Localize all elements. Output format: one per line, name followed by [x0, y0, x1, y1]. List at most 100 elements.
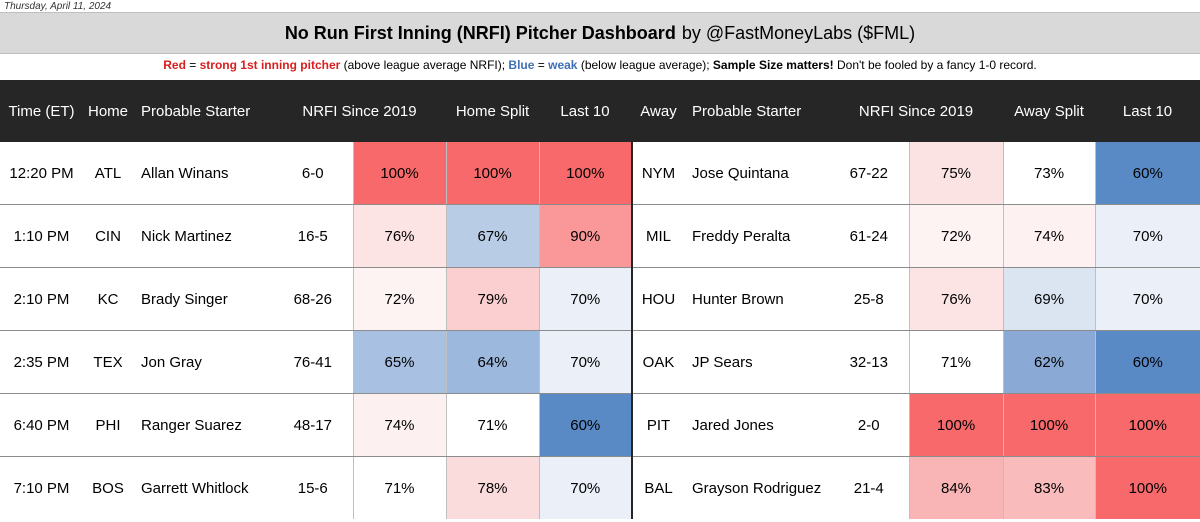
home-split-cell: 100%: [445, 142, 540, 205]
away-split-cell: 100%: [1002, 393, 1096, 457]
home-nrfi-cell: 74%: [352, 393, 447, 457]
home-starter-cell: Nick Martinez: [133, 204, 273, 268]
header-time: Time (ET): [0, 80, 83, 142]
away-nrfi-cell: 72%: [908, 204, 1004, 268]
legend-blue-text: weak: [548, 58, 578, 72]
home-nrfi-cell: 71%: [352, 456, 447, 519]
header-home: Home: [83, 80, 133, 142]
away-starter-cell: Grayson Rodriguez: [692, 479, 822, 497]
away-split-cell: 62%: [1002, 330, 1096, 394]
home-team-cell: PHI: [83, 393, 133, 457]
away-last10-cell: 100%: [1094, 393, 1200, 457]
legend-equals-blue: =: [537, 58, 545, 72]
away-team-cell: OAK: [632, 330, 685, 394]
away-record-cell: 2-0: [829, 393, 910, 457]
home-last10-cell: 100%: [538, 142, 634, 205]
home-last10-cell: 70%: [538, 267, 634, 331]
legend-tail: Don't be fooled by a fancy 1-0 record.: [836, 58, 1037, 72]
pitcher-table: Time (ET) Home Probable Starter NRFI Sin…: [0, 80, 1200, 519]
header-away-starter: Probable Starter: [684, 80, 830, 142]
home-split-cell: 64%: [445, 330, 540, 394]
dashboard-title: No Run First Inning (NRFI) Pitcher Dashb…: [284, 22, 676, 43]
legend-sample-note: Sample Size matters!: [712, 58, 834, 72]
home-last10-cell: 60%: [538, 393, 634, 457]
legend-blue-word: Blue: [508, 58, 535, 72]
away-nrfi-cell: 100%: [908, 393, 1004, 457]
legend-blue-paren: (below league average);: [580, 58, 710, 72]
away-record-cell: 67-22: [829, 142, 910, 205]
header-away-last10: Last 10: [1095, 80, 1200, 142]
title-bar: No Run First Inning (NRFI) Pitcher Dashb…: [0, 12, 1200, 54]
byline: by @FastMoneyLabs ($FML): [681, 22, 916, 43]
header-home-split: Home Split: [446, 80, 540, 142]
home-nrfi-cell: 72%: [352, 267, 447, 331]
home-team-cell: CIN: [83, 204, 133, 268]
home-nrfi-cell: 76%: [352, 204, 447, 268]
away-last10-cell: 70%: [1094, 267, 1200, 331]
home-record-cell: 76-41: [273, 330, 353, 394]
color-legend: Red = strong 1st inning pitcher (above l…: [0, 58, 1200, 72]
table-row: 2:35 PM TEX Jon Gray 76-41 65% 64% 70% OAK JP Se…: [0, 330, 1200, 394]
header-home-last10: Last 10: [539, 80, 634, 142]
home-record-cell: 48-17: [273, 393, 353, 457]
legend-red-text: strong 1st inning pitcher: [199, 58, 341, 72]
away-starter-cell: Hunter Brown: [684, 267, 830, 331]
table-row: 1:10 PM CIN Nick Martinez 16-5 76% 67% 90% MIL F…: [0, 204, 1200, 268]
away-team-cell: MIL: [632, 204, 685, 268]
away-team-cell: NYM: [632, 142, 685, 205]
table-row: 2:10 PM KC Brady Singer 68-26 72% 79% 70% HOU Hu…: [0, 267, 1200, 331]
away-split-cell: 73%: [1002, 142, 1096, 205]
home-starter-cell: Ranger Suarez: [133, 393, 273, 457]
table-row: 12:20 PM ATL Allan Winans 6-0 100% 100% 100% NY…: [0, 142, 1200, 205]
home-last10-cell: 90%: [538, 204, 634, 268]
table-row: 6:40 PM PHI Ranger Suarez 48-17 74% 71% 60% PIT…: [0, 393, 1200, 457]
report-date: Thursday, April 11, 2024: [4, 1, 112, 12]
home-team-cell: ATL: [83, 142, 133, 205]
time-cell: 2:10 PM: [0, 267, 83, 331]
home-starter-cell: Jon Gray: [133, 330, 273, 394]
home-team-cell: BOS: [92, 479, 124, 497]
legend-equals-red: =: [189, 58, 197, 72]
away-last10-cell: 100%: [1094, 456, 1200, 519]
time-cell: 2:35 PM: [0, 330, 83, 394]
away-nrfi-cell: 75%: [908, 142, 1004, 205]
home-split-cell: 79%: [445, 267, 540, 331]
away-split-cell: 74%: [1002, 204, 1096, 268]
header-away-split: Away Split: [1003, 80, 1096, 142]
away-nrfi-cell: 71%: [908, 330, 1004, 394]
home-record-cell: 15-6: [297, 479, 328, 497]
away-nrfi-cell: 84%: [908, 456, 1004, 519]
away-nrfi-cell: 76%: [908, 267, 1004, 331]
home-starter-cell: Brady Singer: [133, 267, 273, 331]
away-record-cell: 21-4: [853, 479, 884, 497]
legend-red-paren: (above league average NRFI);: [343, 58, 506, 72]
home-team-cell: KC: [83, 267, 133, 331]
away-record-cell: 25-8: [829, 267, 910, 331]
away-last10-cell: 60%: [1094, 142, 1200, 205]
home-record-cell: 68-26: [273, 267, 353, 331]
header-away: Away: [632, 80, 685, 142]
away-last10-cell: 60%: [1094, 330, 1200, 394]
away-team-cell: HOU: [632, 267, 685, 331]
home-record-cell: 16-5: [273, 204, 353, 268]
time-cell: 1:10 PM: [0, 204, 83, 268]
time-cell: 7:10 PM: [13, 479, 70, 497]
away-split-cell: 83%: [1002, 456, 1096, 519]
home-last10-cell: 70%: [538, 330, 634, 394]
home-nrfi-cell: 100%: [352, 142, 447, 205]
home-nrfi-cell: 65%: [352, 330, 447, 394]
away-record-cell: 61-24: [829, 204, 910, 268]
time-cell: 6:40 PM: [0, 393, 83, 457]
home-last10-cell: 70%: [538, 456, 634, 519]
home-starter-cell: Allan Winans: [133, 142, 273, 205]
away-starter-cell: JP Sears: [684, 330, 830, 394]
home-record-cell: 6-0: [273, 142, 353, 205]
away-team-cell: PIT: [632, 393, 685, 457]
home-split-cell: 78%: [445, 456, 540, 519]
away-record-cell: 32-13: [829, 330, 910, 394]
home-team-cell: TEX: [83, 330, 133, 394]
away-team-cell: BAL: [644, 479, 673, 497]
away-starter-cell: Freddy Peralta: [684, 204, 830, 268]
home-split-cell: 71%: [445, 393, 540, 457]
header-home-nrfi: NRFI Since 2019: [273, 80, 447, 142]
